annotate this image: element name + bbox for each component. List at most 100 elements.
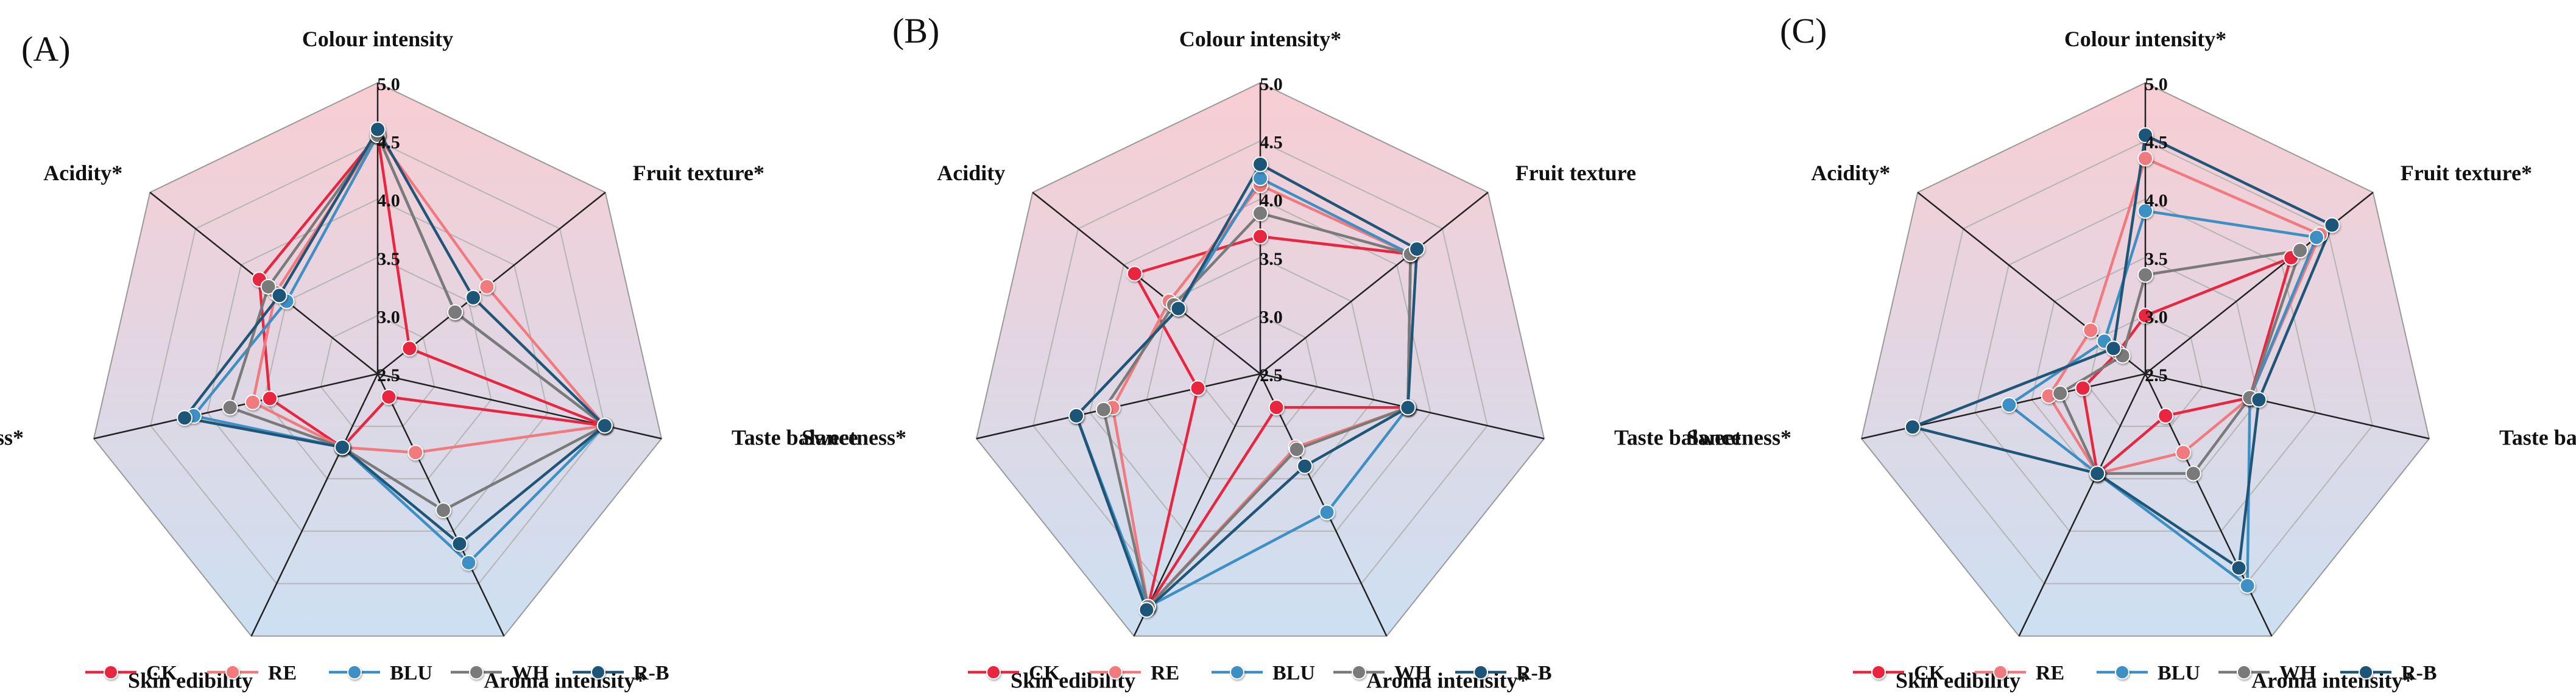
- axis-spoke: [1133, 373, 1262, 637]
- point-WH: [2292, 242, 2309, 259]
- legend-swatch-marker: [104, 665, 118, 680]
- point-R-B: [2137, 127, 2153, 144]
- point-RE: [2137, 150, 2153, 167]
- legend-label: BLU: [1272, 662, 1315, 684]
- point-WH: [1095, 401, 1112, 418]
- point-R-B: [2231, 560, 2247, 576]
- point-R-B: [596, 418, 613, 434]
- point-CK: [1190, 380, 1206, 396]
- tick-label: 2.5: [377, 365, 400, 385]
- point-R-B: [271, 287, 288, 304]
- axis-label: Acidity: [937, 161, 1005, 185]
- series-line-WH: [2058, 249, 2302, 475]
- legend: CK RE BLU WH R-B: [968, 662, 1552, 684]
- legend-label: R-B: [2401, 662, 2437, 684]
- legend-label: RE: [1151, 662, 1179, 684]
- point-CK: [1268, 399, 1285, 416]
- point-R-B: [1068, 407, 1085, 424]
- point-R-B: [370, 121, 386, 138]
- series-line-WH: [1102, 211, 1412, 608]
- legend-swatch-marker: [1108, 665, 1123, 680]
- point-BLU: [2137, 203, 2153, 219]
- axis-label: Sweetness*: [1687, 425, 1791, 449]
- point-R-B: [465, 289, 481, 306]
- legend-label: CK: [1029, 662, 1060, 684]
- tick-label: 3.0: [1260, 307, 1283, 327]
- point-WH: [1288, 441, 1305, 458]
- axis-spoke: [377, 373, 662, 440]
- axis-label: Sweetness*: [802, 425, 906, 449]
- axis-label: Colour intensity: [302, 27, 453, 51]
- point-R-B: [2105, 340, 2122, 357]
- point-WH: [260, 278, 277, 295]
- series-line-R-B: [1075, 163, 1419, 611]
- axis-label: Fruit texture*: [633, 161, 764, 185]
- panel-label: (B): [892, 11, 939, 51]
- axis-spoke: [1260, 191, 1489, 374]
- point-RE: [408, 444, 424, 461]
- point-R-B: [1297, 458, 1313, 474]
- legend-swatch-marker: [2115, 665, 2130, 680]
- point-WH: [447, 304, 464, 320]
- point-CK: [1126, 265, 1143, 282]
- legend-swatch-marker: [1352, 665, 1366, 680]
- point-RE: [244, 394, 261, 410]
- axis-spoke: [250, 373, 379, 637]
- point-CK: [2075, 380, 2091, 396]
- legend-swatch-marker: [2237, 665, 2251, 680]
- tick-label: 2.5: [2145, 365, 2168, 385]
- series-line-R-B: [183, 128, 607, 546]
- tick-label: 3.0: [377, 307, 400, 327]
- point-WH: [2137, 267, 2153, 283]
- tick-label: 5.0: [377, 74, 400, 94]
- axis-label: Fruit texture*: [2401, 161, 2532, 185]
- point-RE: [2083, 322, 2099, 339]
- axis-label: Taste balance: [1614, 425, 1741, 449]
- grid-ring: [1918, 140, 2373, 585]
- axis-label: Fruit texture: [1516, 161, 1636, 185]
- legend-swatch-marker: [225, 665, 240, 680]
- series-line-CK: [2081, 256, 2293, 475]
- legend-label: RE: [2036, 662, 2064, 684]
- legend-swatch-marker: [986, 665, 1001, 680]
- grid-ring: [150, 140, 605, 585]
- legend-label: RE: [268, 662, 297, 684]
- point-CK: [2137, 307, 2153, 324]
- grid-ring: [1202, 315, 1318, 427]
- tick-label: 3.5: [377, 249, 400, 269]
- legend-label: BLU: [390, 662, 432, 684]
- axis-label: Colour intensity*: [2064, 27, 2226, 51]
- point-R-B: [1409, 241, 1425, 257]
- series-line-RE: [2047, 157, 2322, 475]
- point-WH: [2052, 385, 2069, 401]
- legend-label: R-B: [1516, 662, 1552, 684]
- point-R-B: [1252, 156, 1268, 172]
- legend-swatch-marker: [2359, 665, 2373, 680]
- point-CK: [381, 388, 397, 405]
- grid-ring: [320, 315, 436, 427]
- series-line-RE: [251, 133, 607, 454]
- legend-label: CK: [146, 662, 178, 684]
- grid-ring: [206, 198, 549, 532]
- point-BLU: [2001, 397, 2017, 413]
- point-R-B: [1400, 399, 1416, 416]
- legend-swatch-marker: [1993, 665, 2008, 680]
- legend-label: WH: [1394, 662, 1431, 684]
- radar-panel-0: (A) 2.5 3.0 3.5 4.0 4.5 5.0 Colour intensity Fru…: [0, 27, 858, 693]
- point-R-B: [2251, 392, 2267, 408]
- tick-label: 4.5: [377, 133, 400, 153]
- legend-swatch-marker: [469, 665, 484, 680]
- point-R-B: [334, 439, 350, 455]
- point-BLU: [2309, 229, 2325, 245]
- axis-label: Acidity*: [1811, 161, 1890, 185]
- tick-label: 4.0: [2145, 191, 2168, 211]
- axis-label: Acidity*: [43, 161, 122, 185]
- point-BLU: [1252, 170, 1268, 186]
- point-RE: [479, 278, 495, 295]
- point-R-B: [1170, 300, 1187, 317]
- tick-label: 4.5: [1260, 133, 1283, 153]
- panel-label: (A): [21, 29, 71, 69]
- tick-label: 4.0: [1260, 191, 1283, 211]
- legend-swatch-marker: [347, 665, 362, 680]
- legend-label: CK: [1914, 662, 1946, 684]
